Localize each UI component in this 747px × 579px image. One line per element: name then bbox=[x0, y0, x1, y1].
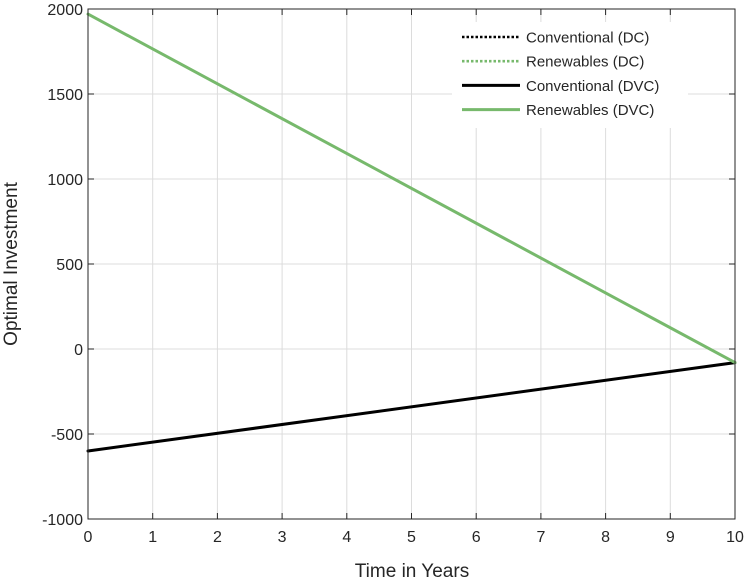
x-tick-label: 8 bbox=[601, 529, 610, 546]
y-tick-label: 1500 bbox=[47, 87, 83, 104]
y-tick-label: -500 bbox=[51, 427, 83, 444]
x-tick-label: 0 bbox=[84, 529, 93, 546]
y-axis-ticks: -1000 -500 0 500 1000 1500 2000 bbox=[42, 2, 735, 529]
x-tick-label: 4 bbox=[342, 529, 351, 546]
legend: Conventional (DC) Renewables (DC) Conventi… bbox=[452, 22, 688, 128]
y-tick-label: 0 bbox=[74, 342, 83, 359]
y-axis-label: Optimal Investment bbox=[1, 181, 22, 345]
x-tick-label: 2 bbox=[213, 529, 222, 546]
series-line-2 bbox=[86, 361, 737, 453]
legend-label: Conventional (DVC) bbox=[526, 78, 659, 95]
x-axis-label: Time in Years bbox=[355, 561, 469, 579]
legend-label: Renewables (DVC) bbox=[526, 102, 654, 119]
series-line-3 bbox=[86, 12, 737, 365]
x-axis-ticks: 0 1 2 3 4 5 6 7 8 9 10 bbox=[84, 9, 744, 546]
y-tick-label: -1000 bbox=[42, 512, 83, 529]
x-tick-label: 6 bbox=[472, 529, 481, 546]
y-tick-label: 2000 bbox=[47, 2, 83, 19]
x-tick-label: 9 bbox=[666, 529, 675, 546]
series-layer bbox=[86, 12, 737, 453]
legend-label: Conventional (DC) bbox=[526, 30, 649, 47]
x-tick-label: 3 bbox=[278, 529, 287, 546]
x-tick-label: 1 bbox=[148, 529, 157, 546]
legend-label: Renewables (DC) bbox=[526, 54, 644, 71]
y-tick-label: 1000 bbox=[47, 172, 83, 189]
x-tick-label: 10 bbox=[726, 529, 744, 546]
x-tick-label: 5 bbox=[407, 529, 416, 546]
x-tick-label: 7 bbox=[536, 529, 545, 546]
y-tick-label: 500 bbox=[56, 257, 83, 274]
